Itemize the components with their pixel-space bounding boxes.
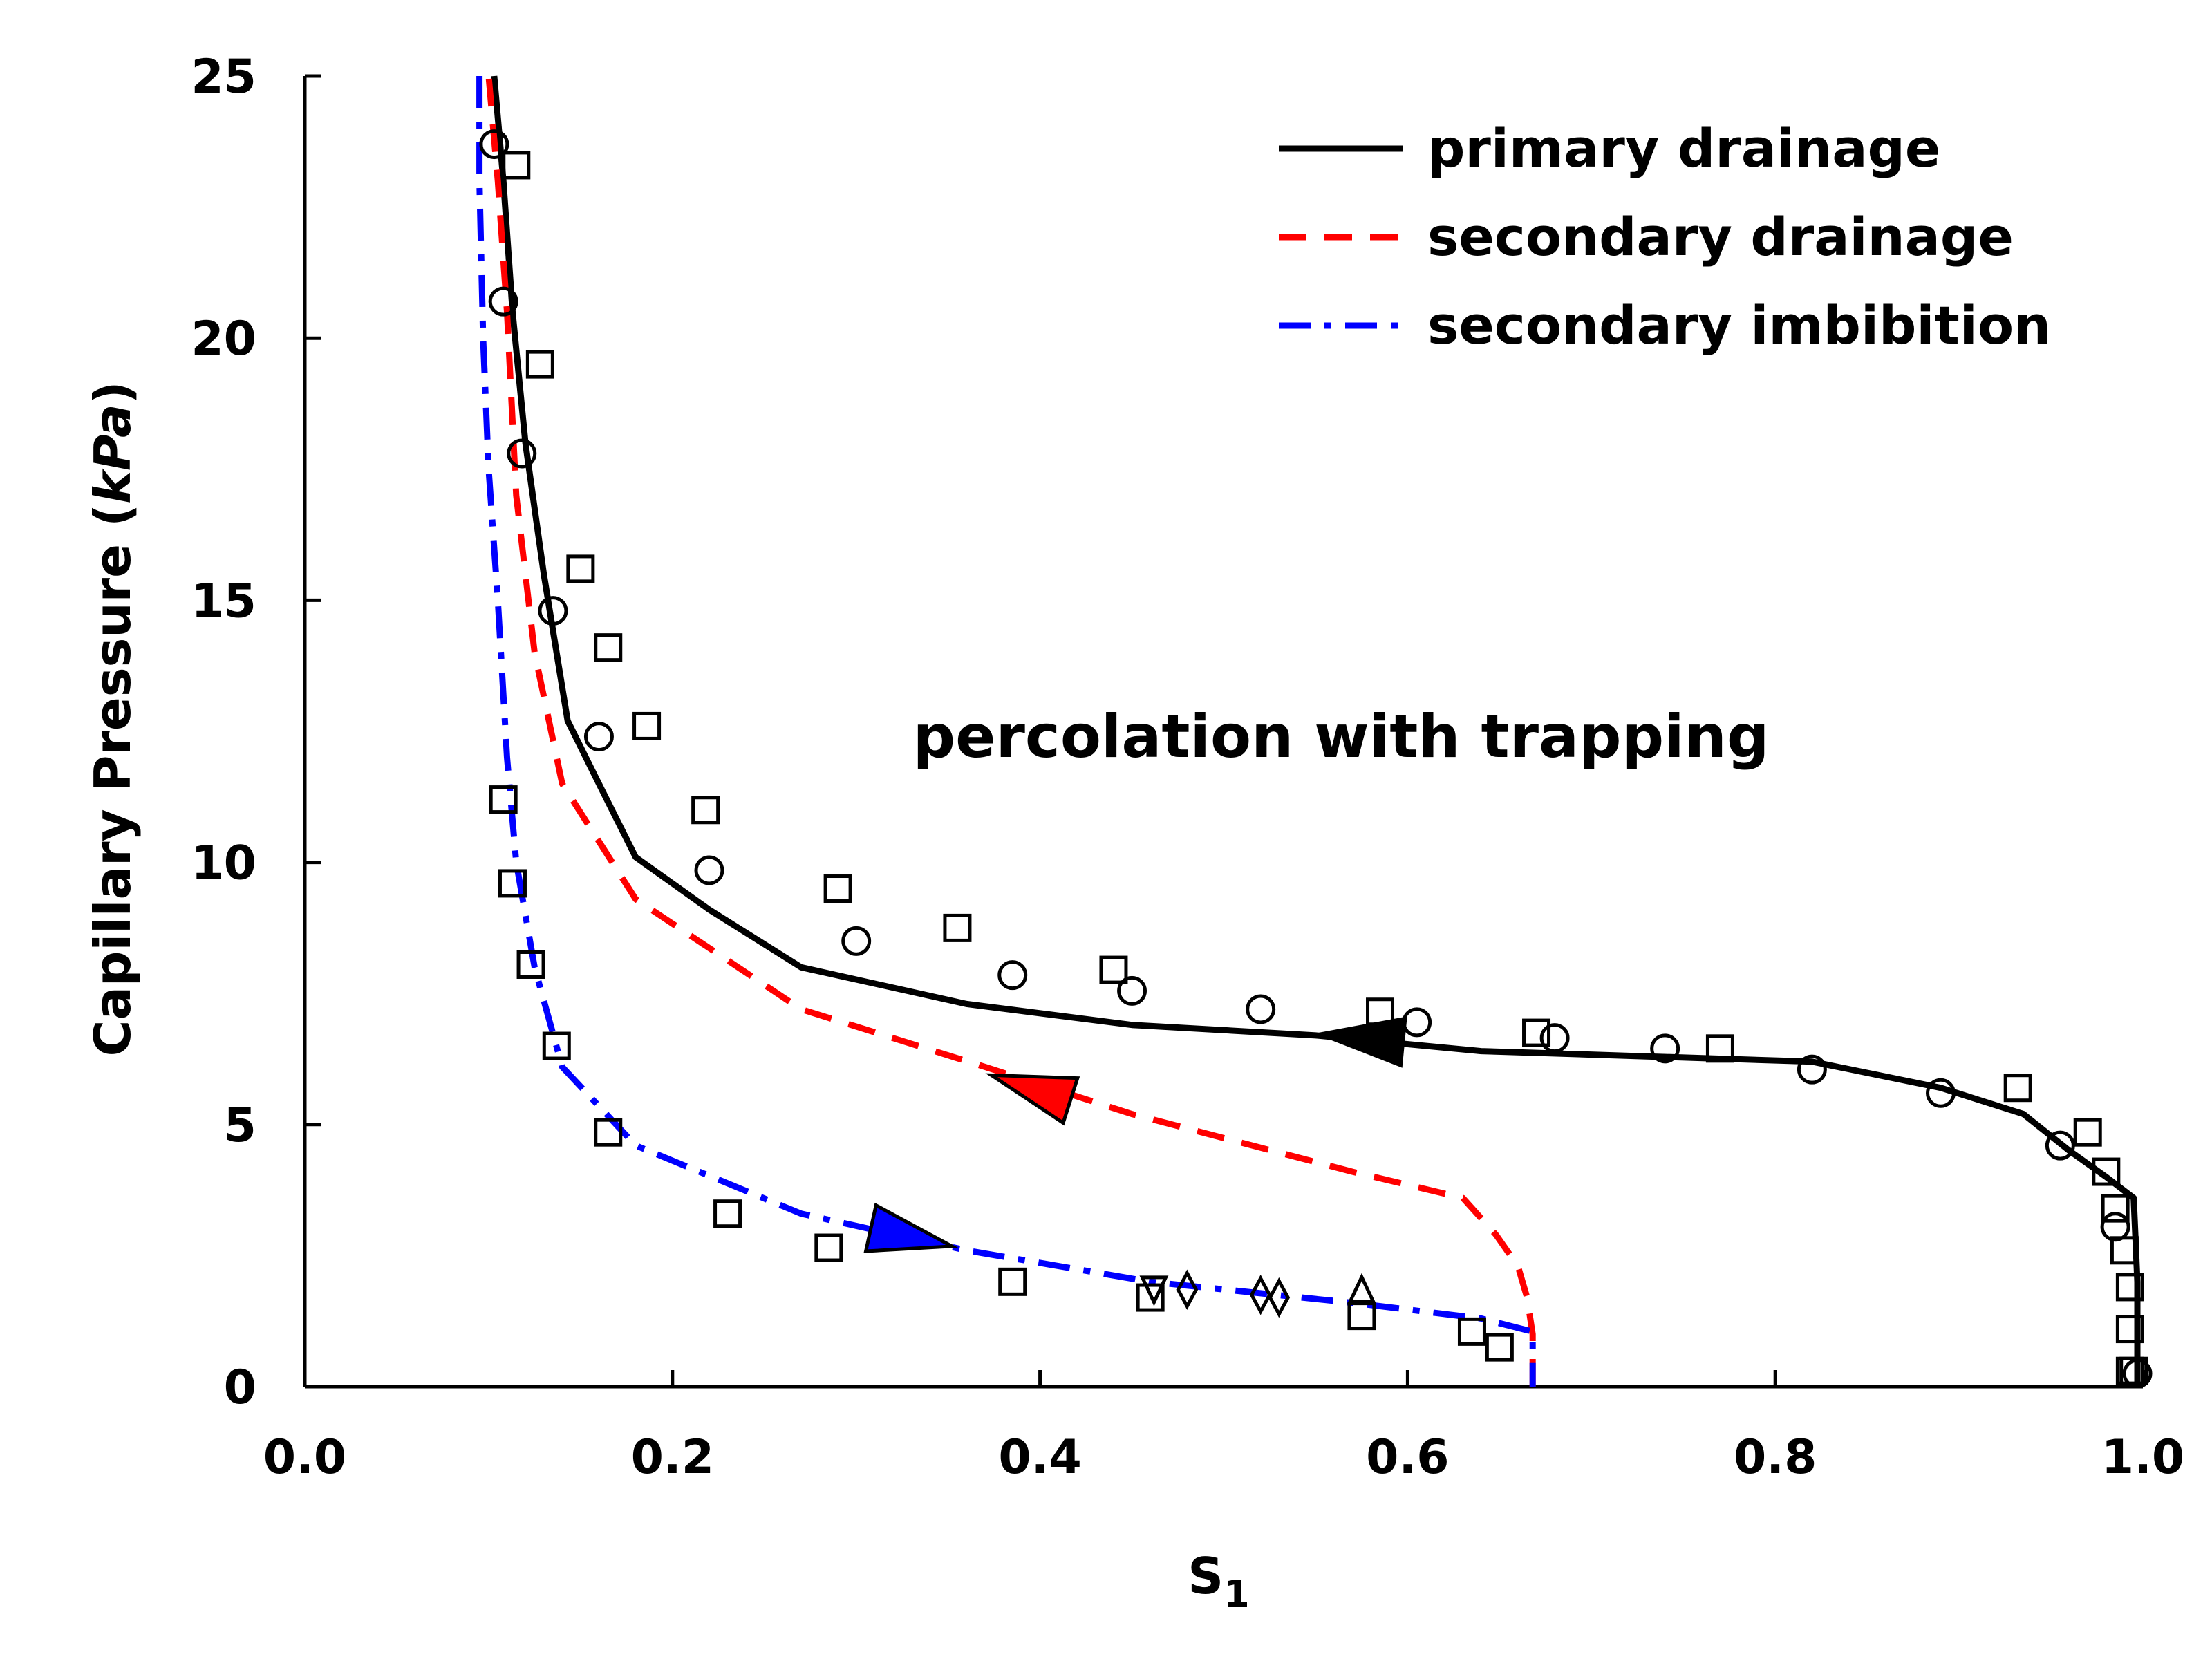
circle-marker xyxy=(507,438,537,469)
square-marker xyxy=(823,874,852,903)
square-marker xyxy=(2003,1074,2032,1103)
x-tick-label: 1.0 xyxy=(2101,1430,2184,1485)
legend-label-1: secondary drainage xyxy=(1427,206,2014,268)
direction-arrow-2 xyxy=(863,1202,958,1253)
square-marker xyxy=(2073,1118,2102,1147)
x-axis-label-subscript: 1 xyxy=(1224,1573,1250,1616)
y-tick-label: 25 xyxy=(191,50,256,104)
square-marker xyxy=(2119,1356,2148,1385)
square-marker xyxy=(566,554,595,583)
y-tick-label: 5 xyxy=(224,1098,256,1153)
diamond-marker xyxy=(1268,1277,1291,1318)
diamond-marker xyxy=(1176,1269,1199,1310)
square-marker xyxy=(1485,1333,1514,1362)
square-marker xyxy=(498,869,527,898)
direction-arrows xyxy=(863,1016,1407,1253)
square-marker xyxy=(632,711,662,740)
square-marker xyxy=(713,1199,742,1228)
diamond-marker xyxy=(1249,1275,1272,1315)
series-line-2 xyxy=(476,76,1536,1387)
square-marker xyxy=(502,151,531,180)
square-marker xyxy=(516,950,545,979)
y-tick-label: 10 xyxy=(191,836,256,891)
y-tick-label: 20 xyxy=(191,312,256,366)
x-axis-label-main: S xyxy=(1188,1547,1224,1605)
square-marker xyxy=(594,1118,623,1147)
square-marker xyxy=(542,1031,571,1060)
square-marker xyxy=(814,1233,843,1262)
series-lines xyxy=(476,75,2141,1387)
legend-label-0: primary drainage xyxy=(1427,118,1940,179)
legend-label-2: secondary imbibition xyxy=(1427,294,2051,356)
circle-marker xyxy=(694,855,724,885)
x-tick-label: 0.0 xyxy=(263,1430,346,1485)
y-tick-label: 15 xyxy=(191,574,256,628)
circle-marker xyxy=(2045,1130,2075,1161)
x-axis-label: S1 xyxy=(1188,1547,1249,1616)
square-marker xyxy=(1705,1034,1734,1063)
y-axis-ticks: 0 5 10 15 20 25 xyxy=(191,50,321,1415)
series-line-1 xyxy=(485,75,1536,1387)
y-axis-label-main: Capillary Pressure ( xyxy=(84,504,142,1057)
square-marker xyxy=(1522,1018,1551,1047)
axes xyxy=(303,76,2143,1389)
circle-marker xyxy=(1246,994,1276,1024)
square-marker xyxy=(691,796,720,825)
circle-marker xyxy=(841,926,872,956)
y-axis-label: Capillary Pressure (kPa) xyxy=(84,381,142,1056)
circle-marker xyxy=(1797,1054,1827,1085)
series-line-0 xyxy=(491,75,2141,1387)
circle-marker xyxy=(1402,1007,1432,1038)
x-tick-label: 0.6 xyxy=(1366,1430,1449,1485)
triangle-down-marker xyxy=(1139,1275,1169,1306)
circle-marker xyxy=(2100,1212,2130,1242)
square-marker xyxy=(2115,1273,2144,1302)
experimental-markers xyxy=(479,129,2153,1389)
direction-arrow-0 xyxy=(1314,1016,1407,1068)
legend: primary drainage secondary drainage second… xyxy=(1279,118,2051,356)
x-tick-label: 0.2 xyxy=(631,1430,714,1485)
annotation-text: percolation with trapping xyxy=(913,702,1770,771)
circle-marker xyxy=(1650,1033,1680,1064)
square-marker xyxy=(2110,1236,2139,1265)
y-axis-label-unit: kPa xyxy=(84,404,142,504)
x-tick-label: 0.8 xyxy=(1734,1430,1817,1485)
square-marker xyxy=(594,633,623,662)
square-marker xyxy=(943,913,972,942)
square-marker xyxy=(1099,955,1128,984)
circle-marker xyxy=(488,286,518,317)
circle-marker xyxy=(1539,1023,1570,1053)
circle-marker xyxy=(538,596,568,626)
square-marker xyxy=(998,1267,1027,1296)
square-marker xyxy=(489,785,518,814)
circle-marker xyxy=(2122,1358,2153,1389)
square-marker xyxy=(1136,1283,1165,1312)
direction-arrow-1 xyxy=(985,1073,1080,1126)
y-tick-label: 0 xyxy=(224,1360,256,1415)
circle-marker xyxy=(479,129,509,160)
x-tick-label: 0.4 xyxy=(998,1430,1081,1485)
y-axis-label-close: ) xyxy=(84,381,142,404)
circle-marker xyxy=(1117,975,1147,1006)
square-marker xyxy=(2092,1157,2121,1186)
circle-marker xyxy=(583,722,614,752)
square-marker xyxy=(2101,1194,2130,1223)
square-marker xyxy=(1457,1317,1486,1346)
triangle-up-marker xyxy=(1347,1273,1376,1304)
circle-marker xyxy=(1926,1078,1956,1108)
circle-marker xyxy=(997,960,1028,991)
square-marker xyxy=(2115,1315,2144,1344)
square-marker xyxy=(525,350,554,379)
